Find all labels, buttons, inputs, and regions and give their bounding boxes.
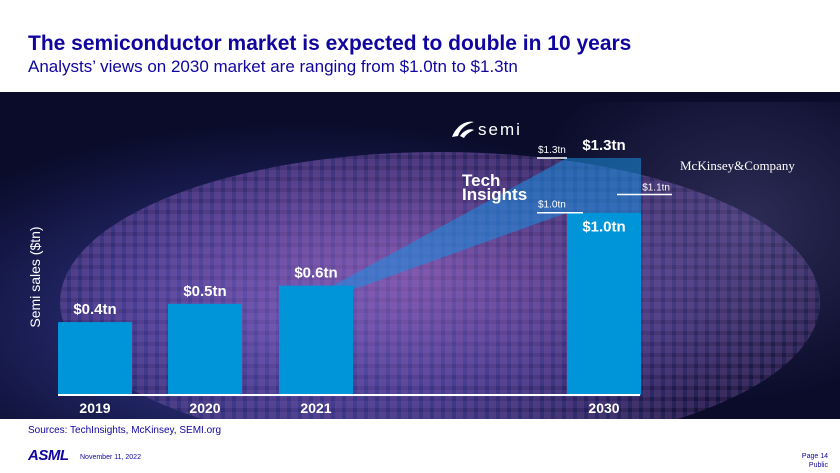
category-label-2019: 2019 <box>79 400 110 416</box>
bar-2021 <box>279 285 353 395</box>
chart-background <box>0 92 840 419</box>
value-label-2020: $0.5tn <box>183 283 226 300</box>
semi-logo: semi <box>452 120 522 139</box>
projection-label-techinsights: $1.0tn <box>538 200 566 211</box>
footer-date: November 11, 2022 <box>80 454 141 461</box>
page-info: Page 14 Public <box>802 452 828 470</box>
value-label-2019: $0.4tn <box>73 301 116 318</box>
forecast-range-band <box>567 158 641 213</box>
market-bar-chart: Semi sales ($tn) $0.4tn $0.5tn $0.6tn $1.3t… <box>27 120 795 416</box>
techinsights-logo-line2: Insights <box>462 185 527 204</box>
slide-subtitle: Analysts’ views on 2030 market are rangi… <box>28 57 518 76</box>
category-label-2030: 2030 <box>588 400 619 416</box>
y-axis-label: Semi sales ($tn) <box>27 226 43 327</box>
page-number: Page 14 <box>801 453 828 460</box>
value-label-2021: $0.6tn <box>294 265 337 282</box>
projection-label-semi: $1.3tn <box>538 145 566 156</box>
mckinsey-logo: McKinsey&Company <box>680 158 795 173</box>
techinsights-logo: Tech Insights <box>462 171 527 204</box>
bar-2020 <box>168 303 242 395</box>
projection-label-mckinsey-company: $1.1tn <box>642 182 670 193</box>
semi-swoosh-icon <box>452 121 474 138</box>
category-label-2021: 2021 <box>300 400 331 416</box>
semi-logo-text: semi <box>478 120 522 139</box>
slide-title: The semiconductor market is expected to … <box>28 32 632 55</box>
techinsights-logo-line1: Tech <box>462 171 500 190</box>
growth-trend-wedge <box>333 158 567 290</box>
bar-2030 <box>567 212 641 395</box>
asml-logo: ASML <box>28 447 69 464</box>
range-low-value-label: $1.0tn <box>582 219 625 236</box>
value-label-2030: $1.3tn <box>582 137 625 154</box>
sources-note: Sources: TechInsights, McKinsey, SEMI.or… <box>28 425 222 436</box>
category-label-2020: 2020 <box>189 400 220 416</box>
bar-2019 <box>58 322 132 395</box>
classification: Public <box>808 462 828 469</box>
